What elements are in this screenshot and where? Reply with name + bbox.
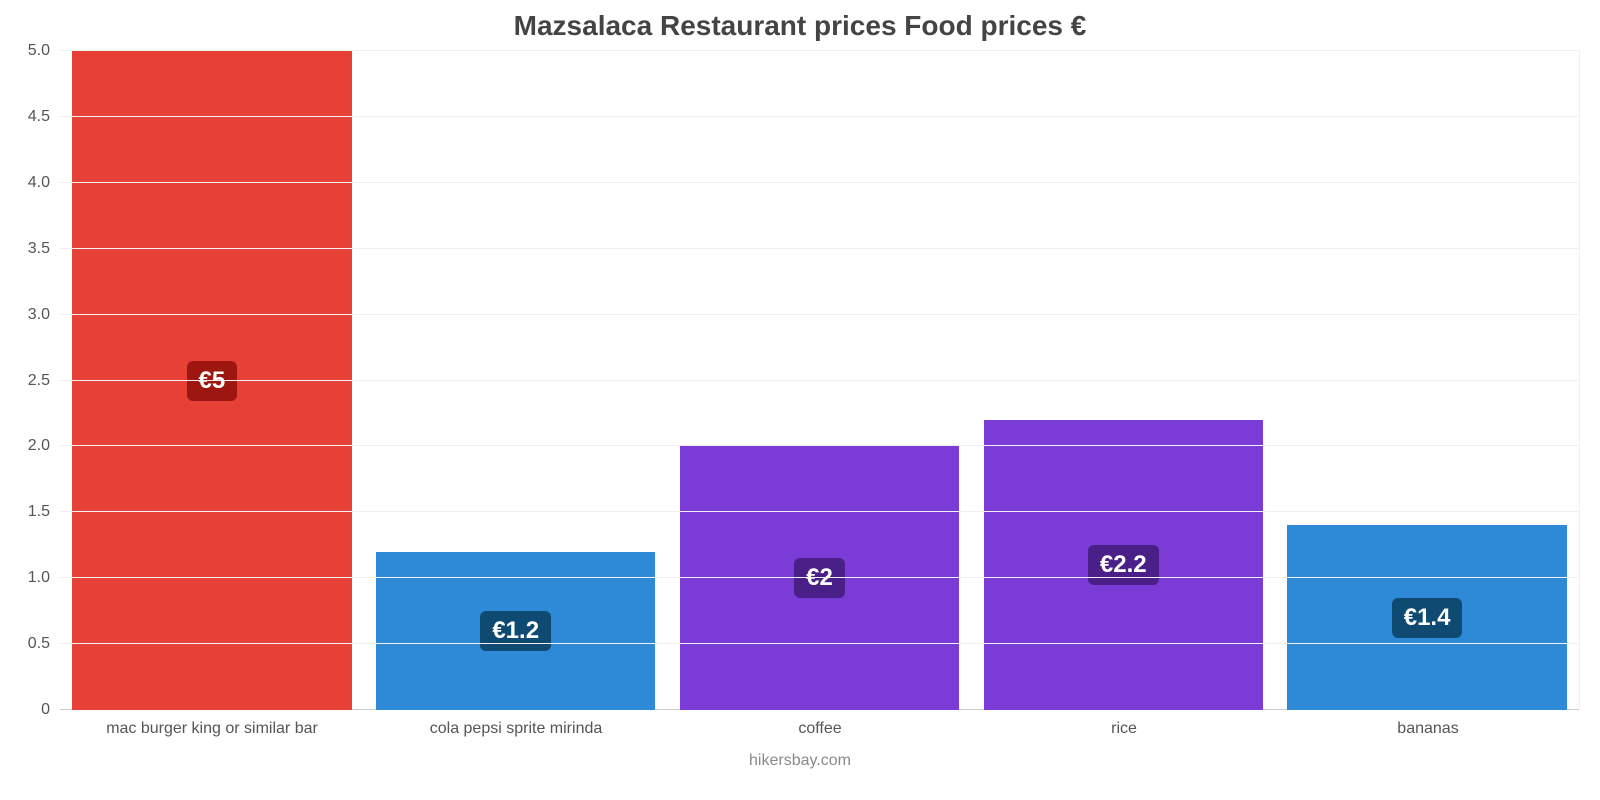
- x-tick-label: coffee: [668, 712, 972, 738]
- value-badge: €1.4: [1392, 598, 1463, 638]
- bars-group: €5 €1.2 €2 €2.2 €1.4: [60, 51, 1579, 710]
- gridline: [60, 380, 1579, 381]
- bar: €2.2: [984, 420, 1263, 710]
- bar: €1.2: [376, 552, 655, 710]
- value-badge: €1.2: [480, 611, 551, 651]
- gridline: [60, 182, 1579, 183]
- gridline: [60, 314, 1579, 315]
- value-badge: €5: [187, 361, 238, 401]
- y-tick-label: 1.0: [28, 569, 60, 587]
- y-tick-label: 4.0: [28, 174, 60, 192]
- value-badge: €2.2: [1088, 545, 1159, 585]
- plot-area: €5€1.2€2€2.2€1.4 00.51.01.52.02.53.03.54…: [60, 50, 1580, 710]
- gridline: [60, 511, 1579, 512]
- attribution-text: hikersbay.com: [0, 752, 1600, 770]
- bar-slot: €2: [668, 51, 972, 710]
- gridline: [60, 116, 1579, 117]
- x-tick-label: mac burger king or similar bar: [60, 712, 364, 738]
- y-tick-label: 0.5: [28, 635, 60, 653]
- bar-slot: €2.2: [971, 51, 1275, 710]
- bar: €1.4: [1287, 525, 1566, 710]
- y-tick-label: 0: [41, 701, 60, 719]
- y-tick-label: 2.5: [28, 372, 60, 390]
- bar: €2: [680, 446, 959, 710]
- y-tick-label: 2.0: [28, 437, 60, 455]
- bar-slot: €1.2: [364, 51, 668, 710]
- gridline: [60, 445, 1579, 446]
- x-tick-label: cola pepsi sprite mirinda: [364, 712, 668, 738]
- y-tick-label: 5.0: [28, 42, 60, 60]
- gridline: [60, 50, 1579, 51]
- y-tick-label: 3.5: [28, 240, 60, 258]
- bar-slot: €1.4: [1275, 51, 1579, 710]
- bar-slot: €5: [60, 51, 364, 710]
- gridline: [60, 643, 1579, 644]
- y-tick-label: 3.0: [28, 306, 60, 324]
- bar: €5: [72, 51, 351, 710]
- x-axis-labels: mac burger king or similar barcola pepsi…: [60, 712, 1580, 738]
- y-tick-label: 4.5: [28, 108, 60, 126]
- y-tick-label: 1.5: [28, 503, 60, 521]
- chart-container: Mazsalaca Restaurant prices Food prices …: [0, 0, 1600, 800]
- chart-title: Mazsalaca Restaurant prices Food prices …: [0, 0, 1600, 42]
- x-tick-label: bananas: [1276, 712, 1580, 738]
- x-tick-label: rice: [972, 712, 1276, 738]
- gridline: [60, 577, 1579, 578]
- gridline: [60, 248, 1579, 249]
- value-badge: €2: [794, 558, 845, 598]
